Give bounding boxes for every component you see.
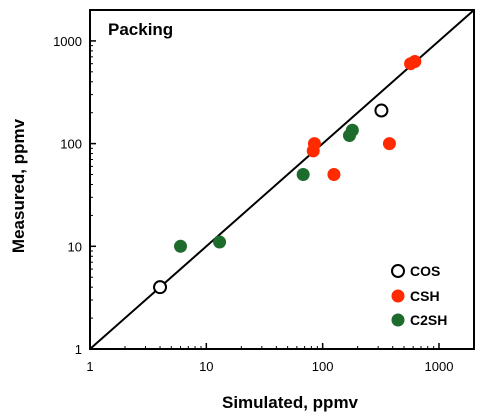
legend-label-cos: COS — [410, 263, 440, 279]
x-tick-label: 10 — [199, 359, 213, 374]
data-point-c2sh — [174, 239, 188, 253]
legend-label-c2sh: C2SH — [410, 312, 447, 328]
points-layer — [153, 55, 422, 295]
y-tick-label: 10 — [68, 239, 82, 254]
legend-marker-cos — [391, 264, 405, 278]
data-point-cos — [374, 103, 389, 118]
plot-frame — [89, 9, 475, 350]
data-point-csh — [382, 137, 396, 151]
x-tick-label: 100 — [312, 359, 334, 374]
axes-layer: 1 10 100 1000 1 10 100 1000 — [53, 9, 475, 374]
y-tick-label: 1000 — [53, 34, 82, 49]
data-point-c2sh — [213, 235, 227, 249]
data-point-csh — [408, 55, 422, 69]
x-tick-label: 1 — [86, 359, 93, 374]
y-axis-title: Measured, ppmv — [9, 118, 28, 253]
x-tick-label: 1000 — [425, 359, 454, 374]
data-point-c2sh — [345, 123, 359, 137]
legend: COS CSH C2SH — [391, 263, 447, 328]
legend-marker-csh — [391, 289, 405, 303]
data-point-cos — [153, 280, 168, 295]
y-tick-label: 100 — [60, 137, 82, 152]
y-tick-label: 1 — [75, 342, 82, 357]
data-point-csh — [327, 168, 341, 182]
legend-marker-c2sh — [391, 313, 405, 327]
x-axis-title: Simulated, ppmv — [222, 393, 359, 412]
panel-title: Packing — [108, 20, 173, 39]
data-point-csh — [307, 137, 321, 151]
legend-label-csh: CSH — [410, 288, 440, 304]
data-point-c2sh — [296, 168, 310, 182]
